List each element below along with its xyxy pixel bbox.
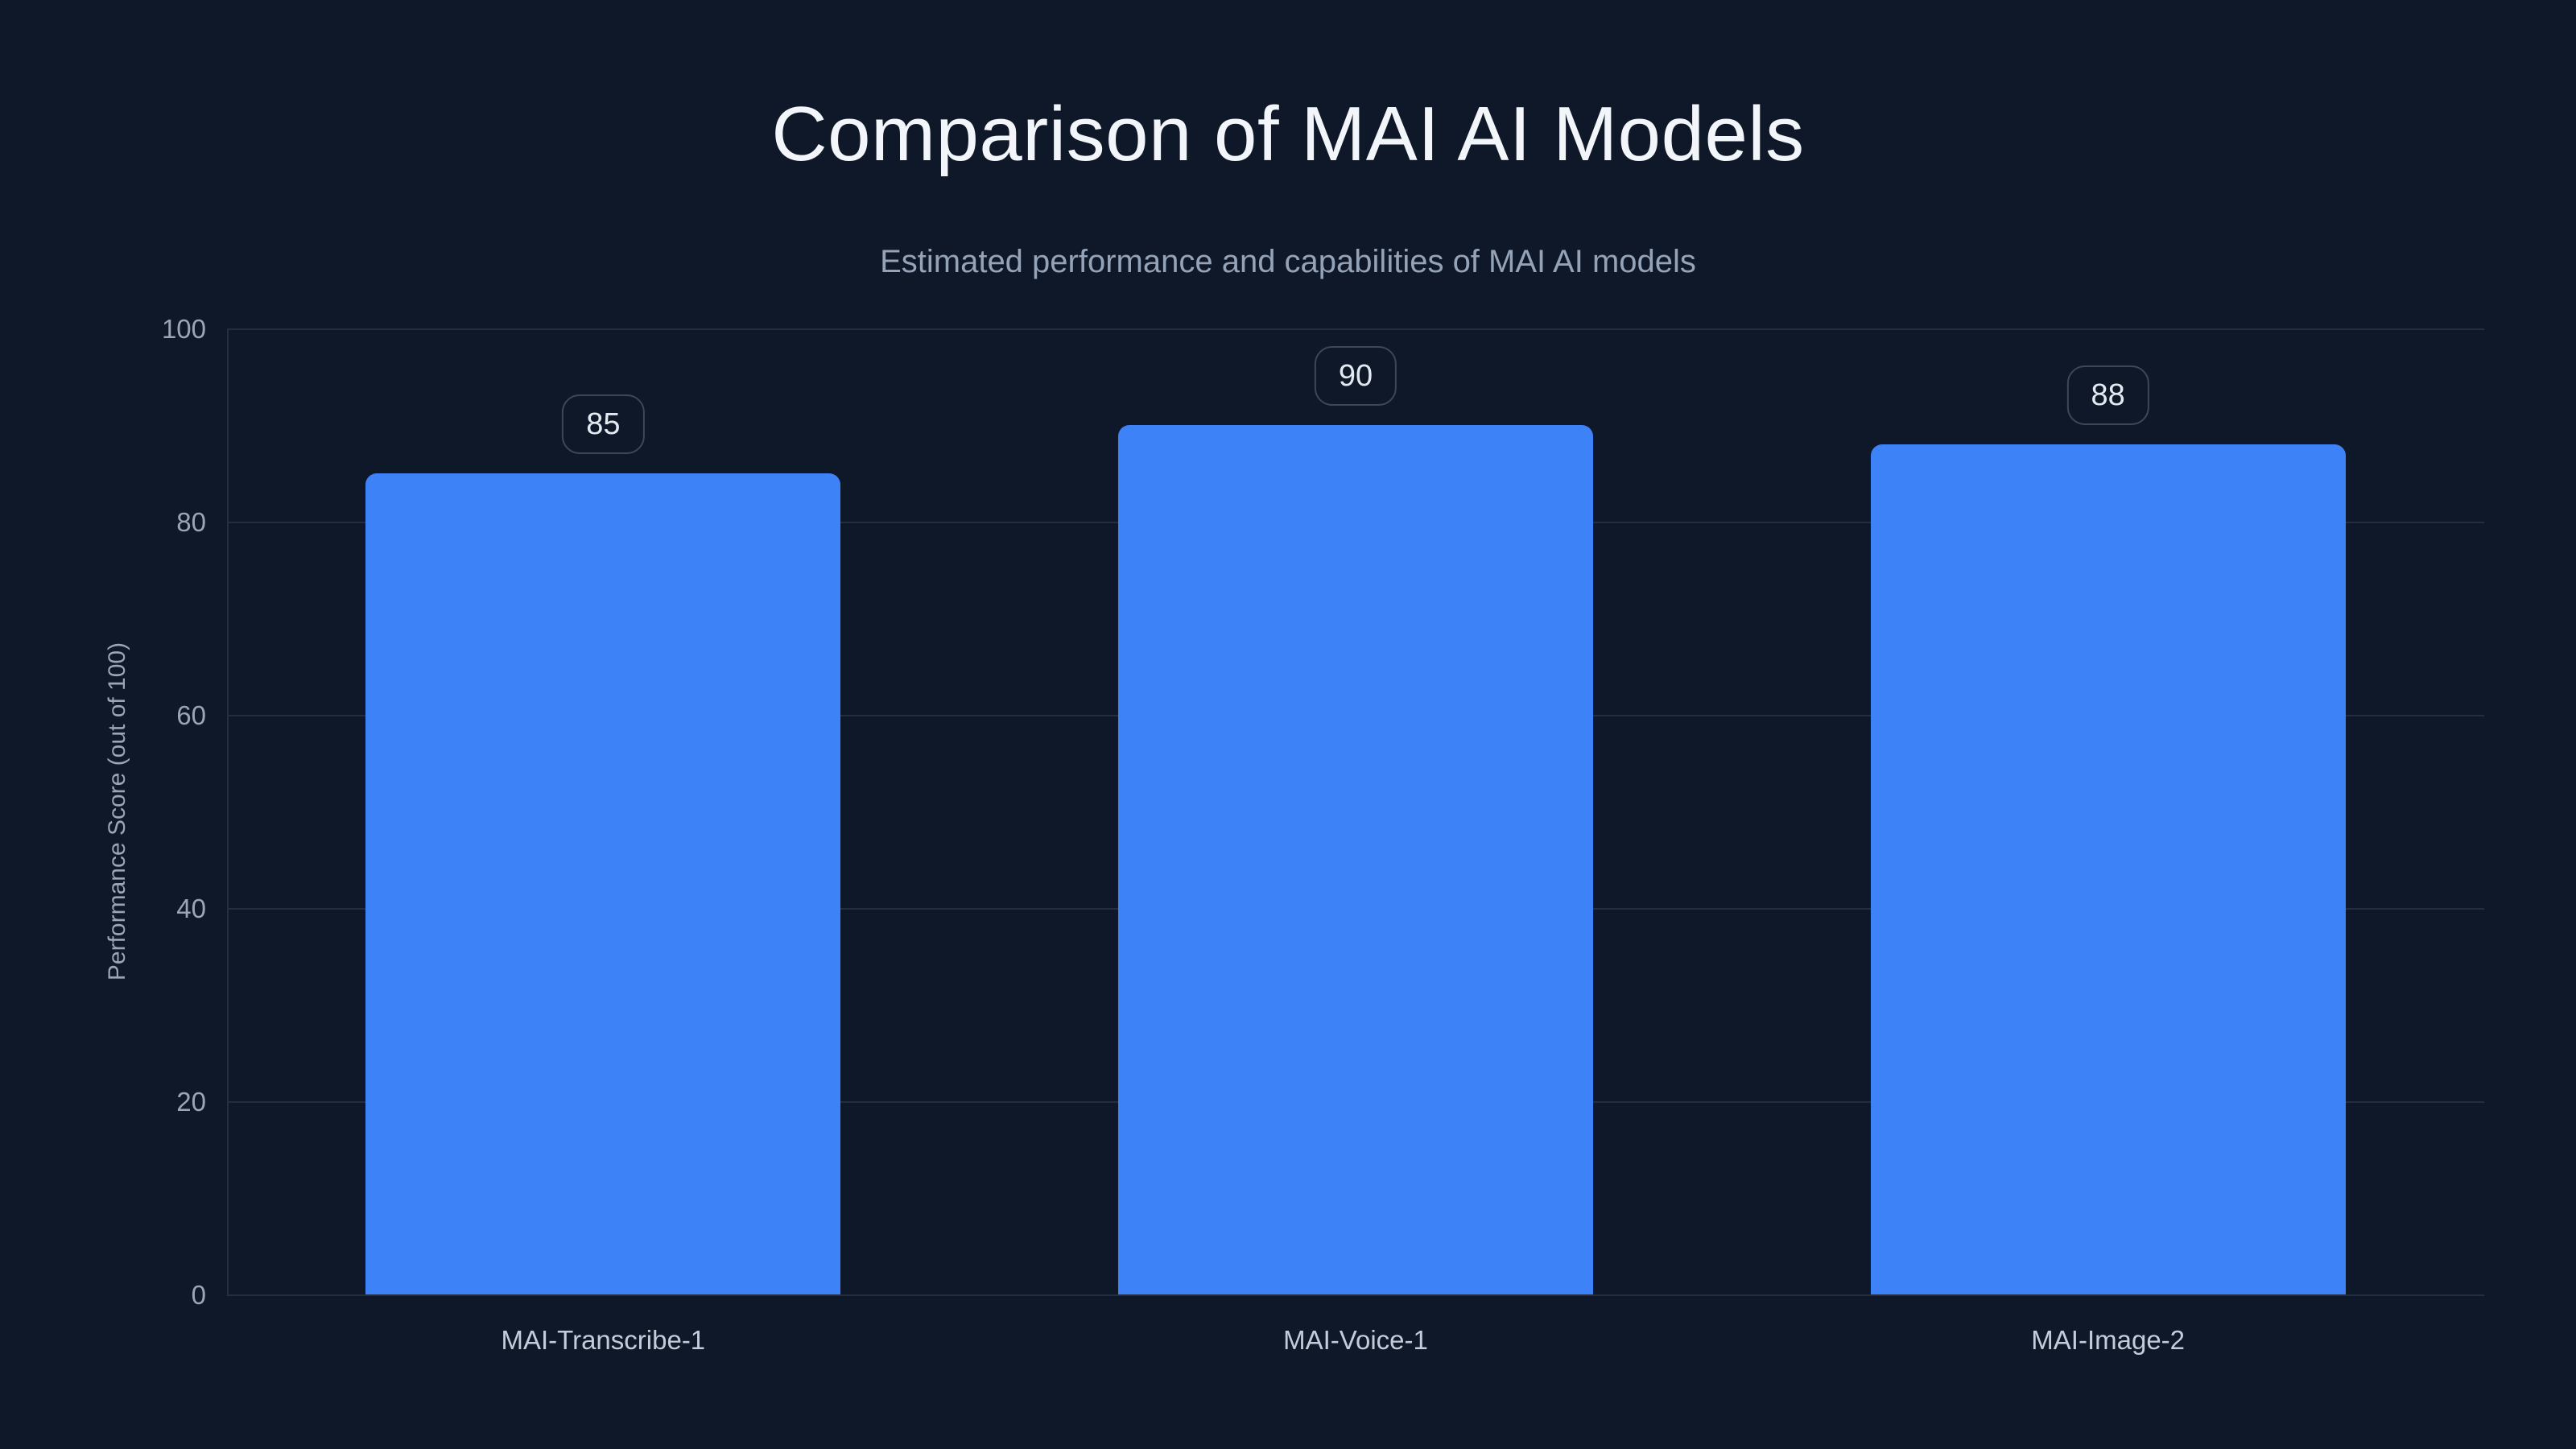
bar-MAI-Voice-1: [1118, 425, 1593, 1294]
x-axis-label-MAI-Image-2: MAI-Image-2: [2031, 1325, 2186, 1355]
bar-MAI-Transcribe-1: [365, 473, 841, 1294]
bar-MAI-Image-2: [1870, 444, 2346, 1294]
value-badge-MAI-Voice-1: 90: [1314, 346, 1397, 406]
y-tick-label-40: 40: [176, 894, 206, 923]
plot-area: Performance Score (out of 100) 0 20 40 60 80…: [104, 314, 2484, 1355]
gridline-y-100: [227, 328, 2484, 330]
x-axis-label-MAI-Voice-1: MAI-Voice-1: [1283, 1325, 1428, 1355]
gridline-y-0: [227, 1294, 2484, 1296]
chart-title: Comparison of MAI AI Models: [771, 91, 1805, 177]
value-badge-MAI-Transcribe-1: 85: [562, 394, 645, 454]
value-badge-MAI-Image-2: 88: [2066, 365, 2149, 425]
y-axis-line: [227, 328, 229, 1296]
y-tick-label-0: 0: [191, 1280, 206, 1310]
y-tick-label-60: 60: [176, 700, 206, 730]
y-tick-label-100: 100: [161, 314, 206, 344]
chart-subtitle: Estimated performance and capabilities o…: [880, 244, 1696, 279]
y-tick-label-80: 80: [176, 507, 206, 537]
x-axis-label-MAI-Transcribe-1: MAI-Transcribe-1: [501, 1325, 706, 1355]
y-tick-label-20: 20: [176, 1087, 206, 1117]
y-axis-title: Performance Score (out of 100): [104, 642, 130, 981]
